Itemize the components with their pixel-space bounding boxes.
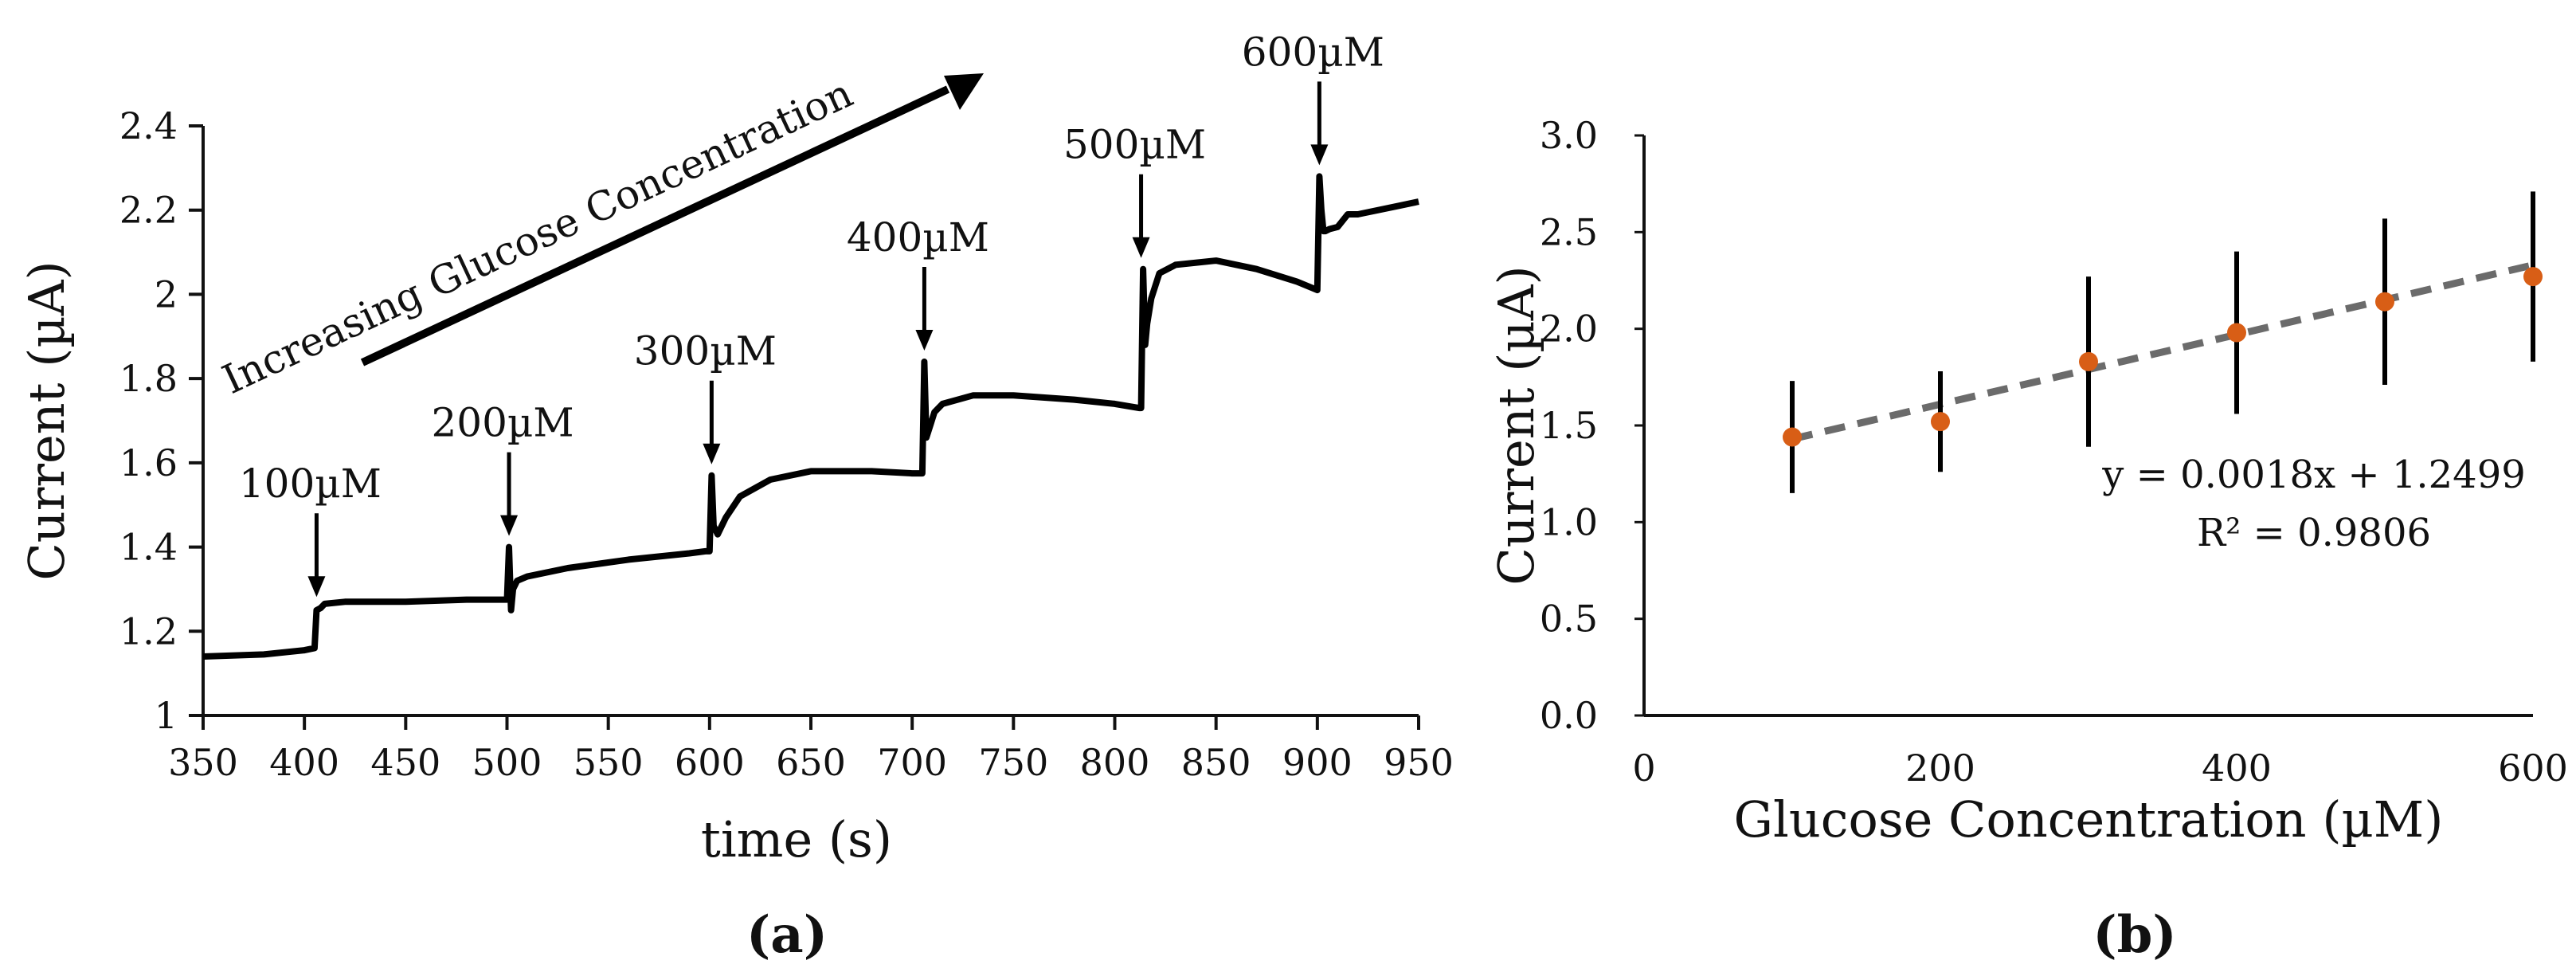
panel-b-y-tick-label: 0.5 <box>1540 598 1598 641</box>
data-point <box>1783 427 1802 447</box>
panel-a-label: (a) <box>746 905 828 965</box>
panel-b-label: (b) <box>2093 905 2176 965</box>
panel-a-x-tick-label: 850 <box>1181 741 1251 784</box>
panel-b-x-axis-title: Glucose Concentration (µM) <box>1734 790 2444 849</box>
panel-b-x-tick-label: 400 <box>2202 747 2272 790</box>
panel-b-y-tick-label: 2.0 <box>1540 308 1598 351</box>
panel-a-x-tick-label: 350 <box>168 741 238 784</box>
panel-a-y-tick-label: 1.6 <box>119 441 178 484</box>
concentration-arrow-head <box>703 443 721 465</box>
panel-b-x-tick-label: 200 <box>1905 747 1975 790</box>
panel-a-x-tick-label: 750 <box>978 741 1048 784</box>
panel-b-x-tick-label: 600 <box>2498 747 2568 790</box>
panel-a-x-tick-label: 400 <box>269 741 339 784</box>
panel-b-x-tick-label: 0 <box>1632 747 1655 790</box>
increasing-concentration-arrow-head <box>944 73 984 110</box>
panel-b-y-tick-label: 2.5 <box>1540 210 1598 253</box>
concentration-arrow-head <box>1310 144 1329 166</box>
concentration-arrow-head <box>1132 237 1150 258</box>
concentration-label: 300µM <box>634 328 777 374</box>
panel-b-chart: 0.0 0.5 1.0 1.5 2.0 2.5 3.0 0 200 400 600 y = 0.0… <box>1487 114 2568 965</box>
panel-a-x-tick-label: 650 <box>776 741 846 784</box>
panel-a-x-tick-label: 700 <box>877 741 947 784</box>
data-point <box>2523 267 2543 287</box>
concentration-label: 100µM <box>239 461 382 507</box>
panel-a-y-tick-label: 2.2 <box>119 189 178 232</box>
panel-b-y-tick-label: 3.0 <box>1540 114 1598 157</box>
panel-a-current-trace <box>202 173 1419 660</box>
concentration-label: 400µM <box>847 214 989 261</box>
panel-a-y-tick-label: 1.4 <box>119 526 178 569</box>
panel-a-y-tick-label: 1 <box>155 694 178 737</box>
concentration-arrow-head <box>915 330 934 351</box>
panel-b-y-tick-label: 0.0 <box>1540 694 1598 737</box>
panel-a-x-tick-label: 450 <box>370 741 440 784</box>
panel-a-y-tick-label: 1.8 <box>119 357 178 400</box>
data-point <box>1931 412 1950 432</box>
panel-b-y-tick-label: 1.5 <box>1540 404 1598 447</box>
concentration-label: 600µM <box>1242 29 1384 75</box>
linear-trendline <box>1791 261 2535 443</box>
panel-a-x-tick-label: 500 <box>472 741 542 784</box>
concentration-arrow-head <box>307 576 326 598</box>
panel-a-x-axis-title: time (s) <box>701 810 892 868</box>
concentration-label: 200µM <box>431 400 574 446</box>
concentration-label: 500µM <box>1063 122 1206 168</box>
panel-a-y-tick-label: 2.4 <box>119 104 178 147</box>
increasing-concentration-arrow-shaft <box>360 85 950 367</box>
panel-a-y-tick-label: 1.2 <box>119 610 178 653</box>
panel-a-chart: 1 1.2 1.4 1.6 1.8 2 2.2 2.4 350 400 450 500 550 600 6… <box>18 29 1454 965</box>
data-point <box>2375 292 2394 312</box>
panel-a-y-axis-title: Current (µA) <box>18 261 76 580</box>
panel-b-y-axis-title: Current (µA) <box>1487 265 1545 585</box>
trendline-r-squared: R² = 0.9806 <box>2197 511 2431 555</box>
panel-a-x-tick-label: 800 <box>1080 741 1150 784</box>
concentration-arrow-head <box>500 515 519 536</box>
data-point <box>2227 323 2246 343</box>
panel-a-x-tick-label: 600 <box>675 741 745 784</box>
panel-a-x-tick-label: 900 <box>1282 741 1353 784</box>
panel-a-x-tick-label: 550 <box>574 741 644 784</box>
panel-a-y-tick-label: 2 <box>155 272 178 316</box>
panel-b-y-tick-label: 1.0 <box>1540 500 1598 543</box>
data-point <box>2079 351 2098 371</box>
panel-a-x-tick-label: 950 <box>1384 741 1454 784</box>
trendline-equation: y = 0.0018x + 1.2499 <box>2101 453 2526 497</box>
